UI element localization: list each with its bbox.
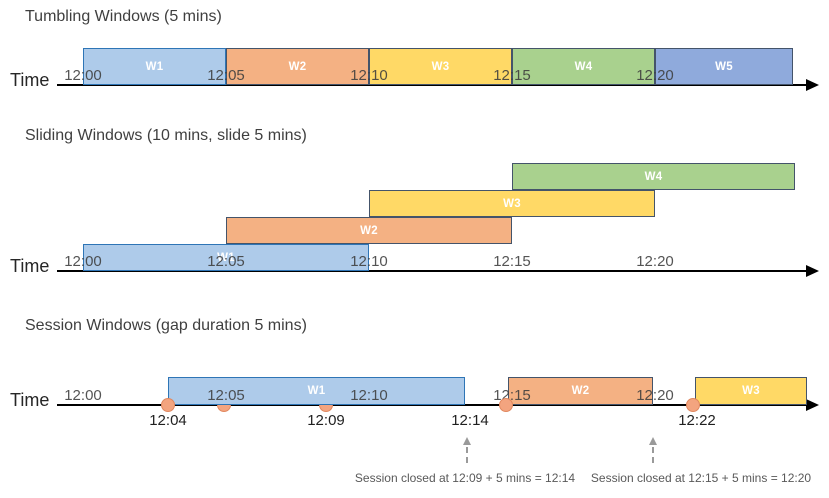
session-event-time-label: 12:09 (307, 412, 345, 429)
window-label: W1 (307, 385, 326, 397)
sliding-window-w4: W4 (512, 163, 795, 190)
window-label: W2 (571, 385, 590, 397)
session-window-w2: W2 (508, 377, 653, 405)
sliding-axis-arrowhead-icon (806, 265, 819, 277)
dashed-arrow-up-icon (649, 437, 657, 445)
sliding-tick-label: 12:00 (64, 253, 102, 270)
sliding-tick-label: 12:20 (636, 253, 674, 270)
sliding-tick-label: 12:10 (350, 253, 388, 270)
session-session-closed-caption: Session closed at 12:15 + 5 mins = 12:20 (590, 471, 812, 485)
sliding-window-w3: W3 (369, 190, 655, 217)
window-label: W5 (715, 60, 733, 73)
tumbling-windows-title: Tumbling Windows (5 mins) (25, 8, 222, 25)
window-label: W4 (644, 170, 663, 183)
tumbling-tick-label: 12:05 (207, 67, 245, 84)
session-tick-label: 12:00 (64, 387, 102, 404)
tumbling-window-w2: W2 (226, 48, 369, 85)
session-event-time-label: 12:14 (451, 412, 489, 429)
session-time-axis-label: Time (10, 390, 50, 410)
sliding-time-axis (57, 270, 808, 272)
session-tick-label: 12:05 (207, 387, 245, 404)
tumbling-window-w4: W4 (512, 48, 655, 85)
tumbling-tick-label: 12:10 (350, 67, 388, 84)
dashed-arrow-line (652, 447, 654, 463)
session-windows-title: Session Windows (gap duration 5 mins) (25, 317, 307, 334)
tumbling-tick-label: 12:20 (636, 67, 674, 84)
tumbling-time-axis (57, 84, 808, 86)
session-event-dot (686, 398, 700, 412)
window-label: W3 (742, 385, 760, 397)
session-tick-label: 12:20 (636, 387, 674, 404)
window-label: W3 (431, 60, 450, 73)
dashed-arrow-line (466, 447, 468, 463)
session-session-closed-caption: Session closed at 12:09 + 5 mins = 12:14 (354, 471, 576, 485)
session-event-time-label: 12:22 (678, 412, 716, 429)
tumbling-tick-label: 12:00 (64, 67, 102, 84)
sliding-tick-label: 12:05 (207, 253, 245, 270)
window-label: W1 (217, 251, 235, 264)
tumbling-window-w5: W5 (655, 48, 793, 85)
session-callout-dashed-arrow (463, 437, 471, 463)
sliding-time-axis-label: Time (10, 256, 50, 276)
session-event-time-label: 12:04 (149, 412, 187, 429)
sliding-window-w2: W2 (226, 217, 512, 244)
session-event-dot (161, 398, 175, 412)
tumbling-axis-arrowhead-icon (806, 79, 819, 91)
sliding-window-w1: W1 (83, 244, 369, 271)
window-label: W4 (574, 60, 593, 73)
window-label: W2 (288, 60, 307, 73)
session-time-axis (57, 404, 808, 406)
window-label: W1 (145, 60, 164, 73)
dashed-arrow-up-icon (463, 437, 471, 445)
tumbling-window-w1: W1 (83, 48, 226, 85)
session-axis-arrowhead-icon (806, 399, 819, 411)
tumbling-tick-label: 12:15 (493, 67, 531, 84)
window-label: W2 (360, 224, 378, 237)
session-tick-label: 12:10 (350, 387, 388, 404)
session-event-dot (499, 398, 513, 412)
sliding-tick-label: 12:15 (493, 253, 531, 270)
session-window-w1: W1 (168, 377, 465, 405)
session-callout-dashed-arrow (649, 437, 657, 463)
session-window-w3: W3 (695, 377, 807, 405)
tumbling-window-w3: W3 (369, 48, 512, 85)
window-label: W3 (503, 197, 521, 210)
tumbling-time-axis-label: Time (10, 70, 50, 90)
sliding-windows-title: Sliding Windows (10 mins, slide 5 mins) (25, 127, 307, 144)
